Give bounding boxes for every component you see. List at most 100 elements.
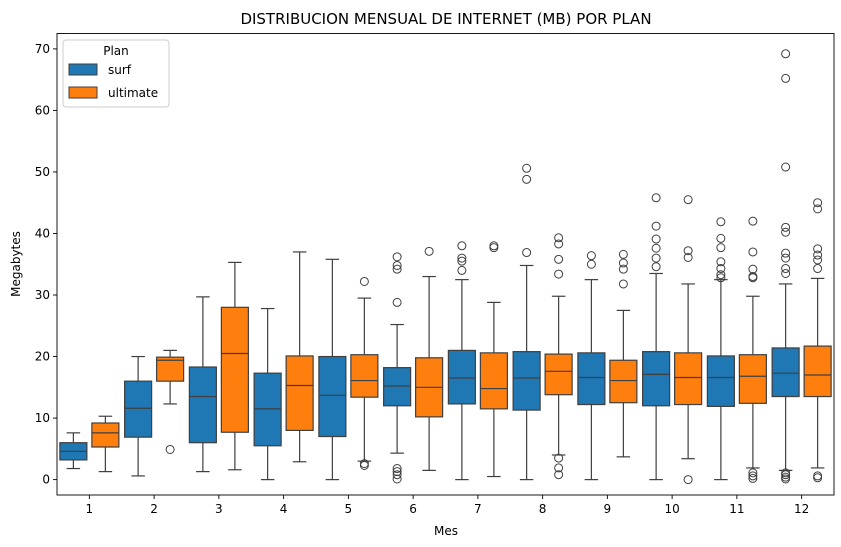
box-ultimate-8: [544, 353, 573, 396]
flier-ultimate-8-5: [554, 239, 564, 249]
flier-ultimate-11-7: [748, 216, 758, 226]
flier-ultimate-10-1: [683, 252, 693, 262]
legend: Plan surf ultimate: [62, 39, 170, 108]
flier-ultimate-9-3: [618, 249, 628, 259]
x-axis-label: Mes: [434, 524, 458, 538]
x-tick-label-1: 1: [86, 502, 94, 516]
flier-surf-7-3: [457, 241, 467, 251]
legend-swatch-ultimate: [68, 86, 98, 99]
y-tick-label-40: 40: [35, 226, 50, 240]
flier-ultimate-8-4: [554, 254, 564, 264]
flier-surf-11-3: [716, 257, 726, 267]
x-tick-label-10: 10: [664, 502, 679, 516]
legend-swatch-surf: [68, 63, 98, 76]
flier-ultimate-11-6: [748, 247, 758, 257]
flier-surf-6-5: [392, 264, 402, 274]
flier-ultimate-7-1: [489, 241, 499, 251]
flier-surf-10-4: [651, 221, 661, 231]
box-ultimate-7: [479, 352, 508, 410]
flier-ultimate-6-0: [424, 246, 434, 256]
flier-surf-8-2: [522, 163, 532, 173]
y-tick-label-0: 0: [42, 473, 50, 487]
flier-surf-10-5: [651, 193, 661, 203]
flier-ultimate-11-5: [748, 264, 758, 274]
flier-surf-12-8: [781, 227, 791, 237]
flier-surf-10-2: [651, 243, 661, 253]
y-tick-label-30: 30: [35, 288, 50, 302]
flier-ultimate-9-0: [618, 279, 628, 289]
flier-ultimate-8-2: [554, 453, 564, 463]
flier-ultimate-10-2: [683, 246, 693, 256]
flier-surf-6-0: [392, 474, 402, 484]
y-tick-label-20: 20: [35, 350, 50, 364]
legend-label-ultimate: ultimate: [108, 86, 158, 100]
flier-ultimate-10-3: [683, 195, 693, 205]
flier-ultimate-11-0: [748, 473, 758, 483]
chart-title: DISTRIBUCION MENSUAL DE INTERNET (MB) PO…: [240, 10, 651, 28]
y-tick-label-60: 60: [35, 103, 50, 117]
box-ultimate-12: [803, 345, 832, 398]
flier-surf-10-1: [651, 253, 661, 263]
flier-surf-8-0: [522, 248, 532, 258]
y-tick-label-70: 70: [35, 42, 50, 56]
flier-ultimate-2-0: [165, 444, 175, 454]
flier-ultimate-8-1: [554, 463, 564, 473]
flier-ultimate-12-2: [813, 264, 823, 274]
box-surf-6: [383, 367, 412, 407]
box-ultimate-4: [285, 355, 314, 431]
flier-surf-12-7: [781, 248, 791, 258]
flier-surf-11-6: [716, 217, 726, 227]
box-ultimate-5: [350, 354, 379, 398]
flier-surf-8-1: [522, 174, 532, 184]
flier-surf-11-0: [716, 273, 726, 283]
y-axis-label: Megabytes: [9, 231, 23, 297]
legend-title: Plan: [103, 44, 129, 58]
flier-surf-7-1: [457, 256, 467, 266]
box-surf-7: [447, 349, 476, 405]
box-ultimate-2: [156, 356, 185, 382]
box-surf-4: [253, 372, 282, 447]
box-ultimate-9: [609, 359, 638, 404]
flier-ultimate-12-6: [813, 204, 823, 214]
flier-ultimate-9-1: [618, 264, 628, 274]
flier-surf-6-4: [392, 297, 402, 307]
box-ultimate-1: [91, 422, 120, 448]
box-surf-2: [124, 380, 153, 438]
flier-surf-7-2: [457, 253, 467, 263]
flier-ultimate-12-4: [813, 250, 823, 260]
flier-ultimate-12-7: [813, 198, 823, 208]
flier-surf-6-1: [392, 470, 402, 480]
x-tick-label-3: 3: [215, 502, 223, 516]
flier-ultimate-12-1: [813, 471, 823, 481]
y-tick-label-50: 50: [35, 165, 50, 179]
plot-frame: [56, 33, 835, 496]
box-surf-9: [577, 352, 606, 406]
flier-ultimate-12-5: [813, 244, 823, 254]
flier-surf-6-3: [392, 464, 402, 474]
flier-surf-9-1: [586, 251, 596, 261]
x-tick-label-8: 8: [539, 502, 547, 516]
legend-label-surf: surf: [108, 63, 132, 77]
x-tick-label-4: 4: [280, 502, 288, 516]
flier-ultimate-8-6: [554, 233, 564, 243]
x-tick-label-5: 5: [345, 502, 353, 516]
box-surf-5: [318, 355, 347, 438]
flier-surf-12-3: [781, 468, 791, 478]
flier-ultimate-8-3: [554, 269, 564, 279]
x-tick-label-6: 6: [409, 502, 417, 516]
flier-surf-12-9: [781, 222, 791, 232]
y-tick-label-10: 10: [35, 411, 50, 425]
flier-ultimate-12-3: [813, 255, 823, 265]
flier-surf-12-4: [781, 268, 791, 278]
flier-surf-11-4: [716, 243, 726, 253]
flier-surf-12-5: [781, 264, 791, 274]
flier-surf-6-7: [392, 252, 402, 262]
box-ultimate-3: [220, 306, 249, 433]
box-surf-12: [771, 347, 800, 398]
x-tick-label-9: 9: [604, 502, 612, 516]
x-tick-label-11: 11: [729, 502, 744, 516]
x-tick-label-7: 7: [474, 502, 482, 516]
flier-ultimate-5-1: [359, 459, 369, 469]
